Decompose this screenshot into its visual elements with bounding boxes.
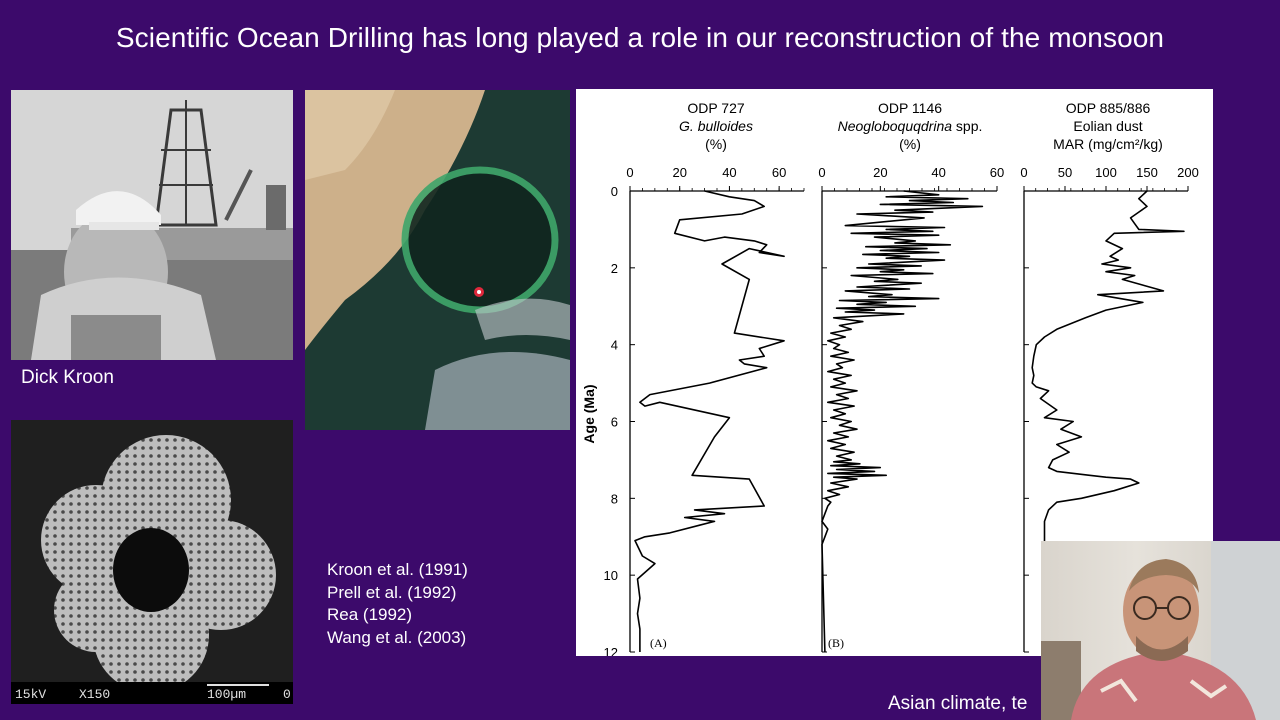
x-tick-label: 60 bbox=[772, 165, 786, 180]
chart-c-subtitle: Eolian dust bbox=[1073, 118, 1142, 134]
sem-suffix-label: 0 bbox=[283, 687, 291, 702]
drill-ship-photo bbox=[11, 90, 293, 360]
x-tick-label: 200 bbox=[1177, 165, 1199, 180]
x-tick-label: 100 bbox=[1095, 165, 1117, 180]
panel-b-label: (B) bbox=[828, 636, 844, 650]
x-tick-label: 40 bbox=[931, 165, 945, 180]
y-tick-label: 10 bbox=[604, 568, 618, 583]
x-tick-label: 0 bbox=[818, 165, 825, 180]
chart-c-unit: MAR (mg/cm²/kg) bbox=[1053, 136, 1163, 152]
y-tick-label: 2 bbox=[611, 261, 618, 276]
footer-text: Asian climate, te bbox=[888, 693, 1028, 714]
series-line bbox=[634, 190, 785, 652]
satellite-map-photo bbox=[305, 90, 570, 430]
slide-title: Scientific Ocean Drilling has long playe… bbox=[115, 22, 1165, 53]
chart-b-subtitle-line: Neogloboquqdrina spp. bbox=[838, 118, 983, 134]
x-tick-label: 0 bbox=[1020, 165, 1027, 180]
chart-a-title: ODP 727 bbox=[687, 100, 745, 116]
sem-voltage-label: 15kV bbox=[15, 687, 46, 702]
references-list: Kroon et al. (1991) Prell et al. (1992) … bbox=[327, 559, 468, 649]
y-tick-label: 12 bbox=[604, 645, 618, 656]
series-line bbox=[1031, 190, 1185, 652]
y-tick-label: 0 bbox=[611, 184, 618, 199]
x-tick-label: 0 bbox=[626, 165, 633, 180]
x-tick-label: 150 bbox=[1136, 165, 1158, 180]
y-tick-label: 8 bbox=[611, 491, 618, 506]
chart-b-title: ODP 1146 bbox=[878, 100, 942, 116]
x-tick-label: 50 bbox=[1058, 165, 1072, 180]
x-tick-label: 60 bbox=[990, 165, 1004, 180]
chart-a-subtitle: G. bulloides bbox=[679, 118, 753, 134]
chart-c-title: ODP 885/886 bbox=[1066, 100, 1151, 116]
reference-item: Wang et al. (2003) bbox=[327, 627, 467, 647]
chart-b-subtitle-suffix: spp. bbox=[956, 118, 982, 134]
y-axis-label: Age (Ma) bbox=[581, 384, 597, 443]
presenter-webcam bbox=[1041, 541, 1280, 720]
reference-item: Kroon et al. (1991) bbox=[327, 560, 468, 579]
y-tick-label: 6 bbox=[611, 415, 618, 430]
reference-item: Prell et al. (1992) bbox=[327, 582, 457, 602]
chart-b-unit: (%) bbox=[899, 136, 921, 152]
photo-caption: Dick Kroon bbox=[21, 367, 114, 388]
chart-a-unit: (%) bbox=[705, 136, 727, 152]
sem-scale-label: 100µm bbox=[207, 687, 246, 702]
series-line bbox=[821, 190, 984, 653]
reference-item: Rea (1992) bbox=[327, 605, 413, 624]
sem-magnification-label: X150 bbox=[79, 687, 110, 702]
foraminifera-sem-photo: 15kV X150 100µm 0 bbox=[11, 420, 293, 704]
y-tick-label: 4 bbox=[611, 338, 618, 353]
panel-a-label: (A) bbox=[650, 636, 667, 650]
x-tick-label: 40 bbox=[722, 165, 736, 180]
x-tick-label: 20 bbox=[873, 165, 887, 180]
x-tick-label: 20 bbox=[672, 165, 686, 180]
chart-b-subtitle: Neogloboquqdrina bbox=[838, 118, 953, 134]
